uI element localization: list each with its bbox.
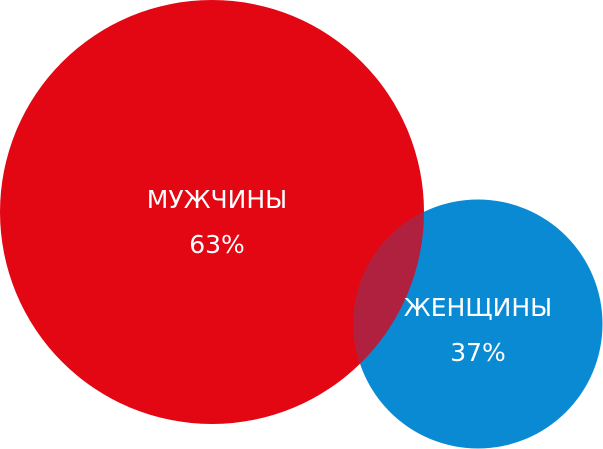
series-name: ЖЕНЩИНЫ: [404, 293, 552, 322]
series-name: МУЖЧИНЫ: [147, 185, 287, 214]
value-label: 63%: [189, 230, 245, 259]
circle: [0, 0, 424, 424]
value-label: 37%: [450, 338, 506, 367]
